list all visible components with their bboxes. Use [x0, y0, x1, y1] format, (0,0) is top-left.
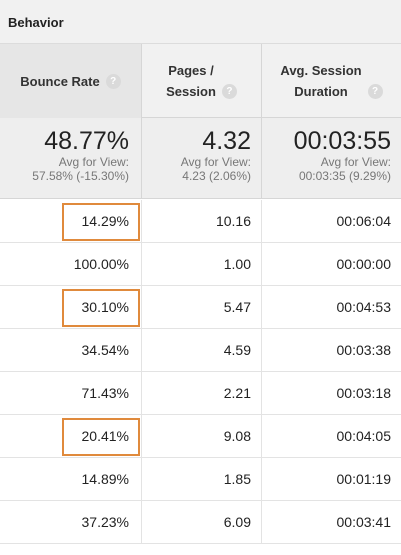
column-header-row: Bounce Rate ? Pages / Session ? Avg. Ses…	[0, 44, 401, 118]
column-header-label: Pages / Session	[166, 63, 216, 99]
cell-avg-session-duration: 00:03:18	[261, 372, 401, 415]
cell-bounce-rate: 37.23%	[81, 514, 129, 530]
table-row[interactable]: 14.89% 1.85 00:01:19	[0, 458, 401, 501]
table-row[interactable]: 100.00% 1.00 00:00:00	[0, 243, 401, 286]
cell-bounce-rate: 71.43%	[81, 385, 129, 401]
help-icon[interactable]: ?	[105, 73, 121, 89]
summary-row: 48.77% Avg for View: 57.58% (-15.30%) 4.…	[0, 118, 401, 199]
summary-avg-value: 57.58% (-15.30%)	[32, 169, 129, 183]
cell-avg-session-duration: 00:03:41	[261, 501, 401, 544]
summary-value: 4.32	[202, 127, 251, 155]
cell-pages-per-session: 10.16	[141, 200, 261, 243]
summary-avg-session-duration: 00:03:55 Avg for View: 00:03:35 (9.29%)	[261, 118, 401, 199]
column-header-label: Avg. Session Duration	[280, 63, 362, 99]
table-row[interactable]: 14.29% 10.16 00:06:04	[0, 200, 401, 243]
column-header-bounce-rate[interactable]: Bounce Rate ?	[0, 44, 141, 118]
cell-pages-per-session: 4.59	[141, 329, 261, 372]
table-row[interactable]: 71.43% 2.21 00:03:18	[0, 372, 401, 415]
summary-value: 48.77%	[44, 127, 129, 155]
cell-pages-per-session: 9.08	[141, 415, 261, 458]
cell-pages-per-session: 5.47	[141, 286, 261, 329]
table-row[interactable]: 34.54% 4.59 00:03:38	[0, 329, 401, 372]
summary-avg-label: Avg for View:	[320, 155, 391, 169]
cell-pages-per-session: 1.00	[141, 243, 261, 286]
summary-pages-per-session: 4.32 Avg for View: 4.23 (2.06%)	[141, 118, 261, 199]
column-header-label: Bounce Rate	[20, 73, 100, 89]
table-row[interactable]: 30.10% 5.47 00:04:53	[0, 286, 401, 329]
cell-pages-per-session: 6.09	[141, 501, 261, 544]
summary-avg-value: 00:03:35 (9.29%)	[298, 169, 391, 183]
summary-avg-value: 4.23 (2.06%)	[182, 169, 251, 183]
table-row[interactable]: 37.23% 6.09 00:03:41	[0, 501, 401, 544]
cell-pages-per-session: 2.21	[141, 372, 261, 415]
table-row[interactable]: 20.41% 9.08 00:04:05	[0, 415, 401, 458]
help-icon[interactable]: ?	[367, 84, 383, 99]
cell-avg-session-duration: 00:03:38	[261, 329, 401, 372]
cell-avg-session-duration: 00:00:00	[261, 243, 401, 286]
summary-bounce-rate: 48.77% Avg for View: 57.58% (-15.30%)	[0, 118, 141, 199]
cell-avg-session-duration: 00:06:04	[261, 200, 401, 243]
cell-bounce-rate: 14.29%	[81, 213, 129, 229]
cell-bounce-rate: 34.54%	[81, 342, 129, 358]
section-header-behavior: Behavior	[0, 0, 401, 44]
summary-value: 00:03:55	[293, 127, 391, 155]
cell-bounce-rate: 20.41%	[81, 428, 129, 444]
section-title: Behavior	[8, 15, 64, 30]
summary-avg-label: Avg for View:	[180, 155, 251, 169]
cell-avg-session-duration: 00:04:05	[261, 415, 401, 458]
cell-avg-session-duration: 00:04:53	[261, 286, 401, 329]
column-header-avg-session-duration[interactable]: Avg. Session Duration ?	[261, 44, 401, 118]
column-header-pages-per-session[interactable]: Pages / Session ?	[141, 44, 261, 118]
cell-avg-session-duration: 00:01:19	[261, 458, 401, 501]
cell-bounce-rate: 100.00%	[73, 256, 129, 272]
help-icon[interactable]: ?	[221, 84, 237, 99]
summary-avg-label: Avg for View:	[58, 155, 129, 169]
cell-bounce-rate: 14.89%	[81, 471, 129, 487]
cell-bounce-rate: 30.10%	[81, 299, 129, 315]
cell-pages-per-session: 1.85	[141, 458, 261, 501]
